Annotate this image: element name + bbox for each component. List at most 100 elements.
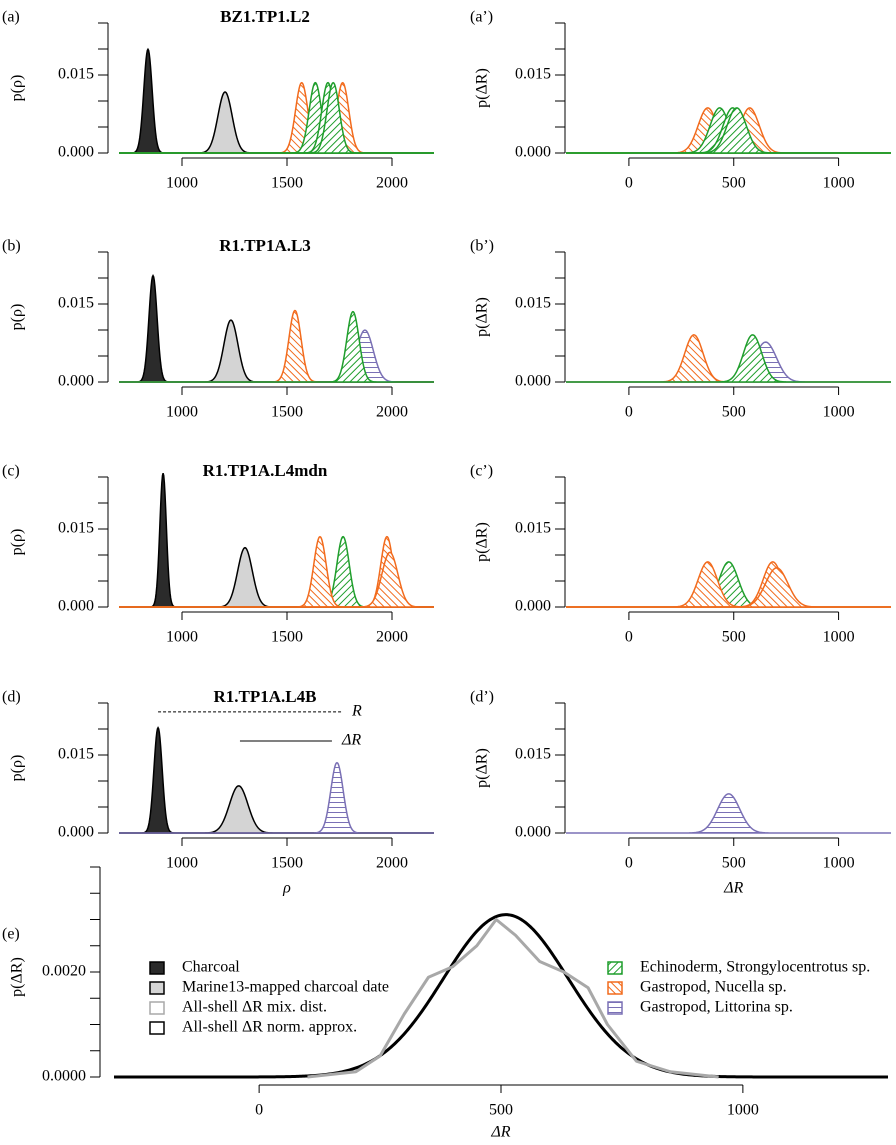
annotation-label: ΔR: [341, 732, 361, 749]
x-tick-label: 0: [625, 404, 633, 421]
legend-swatch: [149, 1021, 165, 1035]
annotation-label: R: [351, 703, 362, 720]
y-tick-label: 0.000: [515, 824, 551, 841]
x-tick-label: 1500: [271, 175, 303, 192]
density-curve: [119, 551, 434, 608]
legend-label: Charcoal: [182, 959, 240, 976]
x-tick-label: 1000: [823, 629, 855, 646]
y-axis-label: p(ΔR): [474, 68, 491, 108]
x-tick-label: 1500: [271, 855, 303, 872]
density-curve: [114, 913, 888, 1079]
y-tick-label: 0.015: [58, 520, 94, 537]
y-tick-label: 0.000: [515, 373, 551, 390]
legend-label: All-shell ΔR mix. dist.: [182, 999, 327, 1016]
mixture-curve: [307, 918, 719, 1079]
y-axis-label: p(ΔR): [474, 748, 491, 788]
y-axis-label: p(ΔR): [9, 957, 26, 997]
x-tick-label: 1000: [727, 1102, 759, 1119]
x-tick-label: 1500: [271, 629, 303, 646]
panel-label: (e): [2, 926, 20, 943]
x-tick-label: 2000: [376, 855, 408, 872]
y-axis-label: p(ρ): [9, 529, 26, 556]
x-tick-label: 1000: [823, 855, 855, 872]
x-axis-label: ΔR: [490, 1124, 510, 1141]
density-curve: [566, 334, 891, 383]
density-curve: [119, 81, 434, 154]
panel-label: (a’): [470, 9, 493, 26]
density-curve: [119, 81, 434, 154]
legend-label: Gastropod, Littorina sp.: [640, 999, 793, 1016]
density-curve: [119, 81, 434, 154]
y-tick-label: 0.015: [515, 295, 551, 312]
x-tick-label: 2000: [376, 175, 408, 192]
legend-swatch: [149, 1001, 165, 1015]
x-tick-label: 1000: [823, 175, 855, 192]
legend-label: Echinoderm, Strongylocentrotus sp.: [640, 959, 870, 976]
y-tick-label: 0.000: [58, 824, 94, 841]
density-curve: [119, 273, 434, 383]
y-tick-label: 0.000: [515, 144, 551, 161]
x-axis-label: ΔR: [723, 880, 743, 897]
y-axis-label: p(ρ): [9, 304, 26, 331]
density-curve: [119, 47, 434, 154]
panel-title: R1.TP1A.L4B: [214, 687, 317, 706]
y-axis-label: p(ρ): [9, 75, 26, 102]
legend-swatch: [149, 961, 165, 975]
y-axis-label: p(ΔR): [474, 297, 491, 337]
x-tick-label: 2000: [376, 404, 408, 421]
legend-label: Marine13-mapped charcoal date: [182, 979, 389, 996]
legend-label: Gastropod, Nucella sp.: [640, 979, 787, 996]
density-curve: [119, 310, 434, 383]
x-tick-label: 1000: [166, 629, 198, 646]
density-curve: [566, 561, 891, 608]
y-tick-label: 0.015: [58, 295, 94, 312]
y-tick-label: 0.000: [515, 598, 551, 615]
x-tick-label: 1000: [166, 175, 198, 192]
density-curve: [566, 334, 891, 383]
density-curve: [119, 91, 434, 154]
legend-label: All-shell ΔR norm. approx.: [182, 1019, 357, 1036]
x-tick-label: 1000: [166, 404, 198, 421]
x-tick-label: 500: [722, 629, 746, 646]
x-tick-label: 0: [625, 855, 633, 872]
density-curve: [119, 81, 434, 154]
x-tick-label: 1000: [823, 404, 855, 421]
density-curve: [566, 341, 891, 383]
y-axis-label: p(ΔR): [474, 522, 491, 562]
legend-swatch: [607, 961, 623, 975]
density-curve: [119, 81, 434, 154]
panel-label: (a): [2, 9, 20, 26]
density-curve: [119, 319, 434, 383]
x-tick-label: 0: [625, 175, 633, 192]
density-curve: [566, 107, 891, 154]
x-tick-label: 500: [489, 1102, 513, 1119]
density-curve: [119, 329, 434, 383]
panel-label: (b): [2, 238, 21, 255]
y-tick-label: 0.015: [515, 66, 551, 83]
x-tick-label: 500: [722, 855, 746, 872]
panel-title: R1.TP1A.L4mdn: [203, 461, 328, 480]
density-curve: [119, 761, 434, 834]
x-tick-label: 0: [625, 629, 633, 646]
density-curve: [119, 309, 434, 383]
x-tick-label: 0: [255, 1102, 263, 1119]
x-axis-label: ρ: [282, 880, 291, 897]
panel-label: (c): [2, 463, 20, 480]
x-tick-label: 500: [722, 404, 746, 421]
panel-label: (d’): [470, 689, 494, 706]
legend-swatch: [607, 1001, 623, 1015]
legend-swatch: [607, 981, 623, 995]
x-tick-label: 2000: [376, 629, 408, 646]
y-tick-label: 0.015: [58, 66, 94, 83]
y-tick-label: 0.0000: [42, 1068, 86, 1085]
y-axis-label: p(ρ): [9, 755, 26, 782]
panel-label: (b’): [470, 238, 494, 255]
legend-swatch: [149, 981, 165, 995]
panel-label: (c’): [470, 463, 493, 480]
y-tick-label: 0.015: [515, 520, 551, 537]
density-curve: [566, 567, 891, 608]
y-tick-label: 0.015: [58, 746, 94, 763]
y-tick-label: 0.000: [58, 144, 94, 161]
